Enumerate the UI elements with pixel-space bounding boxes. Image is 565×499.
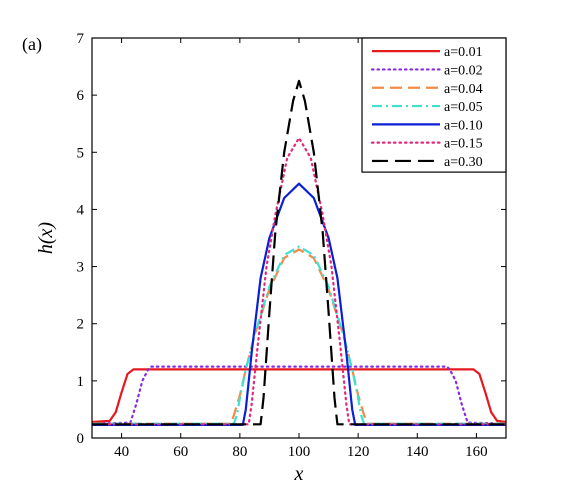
series-line-5 (92, 136, 506, 426)
series-line-6 (92, 79, 506, 426)
y-tick-label: 6 (77, 88, 85, 104)
x-tick-label: 60 (173, 444, 188, 460)
x-axis-label: x (294, 463, 304, 485)
legend: a=0.01 a=0.02 a=0.04 a=0.05 a=0.10 a=0.15 a=0.… (361, 37, 507, 173)
y-tick-label: 1 (77, 374, 85, 390)
y-tick-label: 3 (77, 260, 85, 276)
legend-label: a=0.15 (444, 137, 483, 152)
legend-label: a=0.10 (444, 118, 483, 133)
y-tick-label: 7 (77, 31, 85, 47)
series-layer (92, 79, 506, 426)
x-tick-label: 140 (406, 444, 429, 460)
y-tick-label: 4 (77, 202, 85, 218)
series-line-3 (92, 245, 506, 425)
legend-label: a=0.01 (444, 45, 483, 60)
series-line-2 (92, 248, 506, 425)
y-tick-label: 0 (77, 431, 85, 447)
x-tick-label: 100 (288, 444, 311, 460)
series-line-4 (92, 182, 506, 426)
x-tick-label: 120 (347, 444, 370, 460)
y-axis-label: h(x) (35, 222, 57, 255)
series-line-1 (92, 365, 506, 425)
y-tick-label: 2 (77, 317, 85, 333)
x-tick-label: 160 (465, 444, 488, 460)
x-tick-label: 80 (232, 444, 247, 460)
legend-label: a=0.04 (444, 82, 483, 97)
series-line-0 (92, 368, 506, 424)
tick-layer: 40 60 80 100 120 140 160 0 1 2 3 4 5 6 7 (77, 31, 506, 460)
legend-label: a=0.05 (444, 100, 483, 115)
legend-label: a=0.02 (444, 63, 483, 78)
x-tick-label: 40 (114, 444, 129, 460)
y-tick-label: 5 (77, 145, 85, 161)
legend-label: a=0.30 (444, 155, 483, 170)
panel-label: (a) (22, 34, 42, 55)
